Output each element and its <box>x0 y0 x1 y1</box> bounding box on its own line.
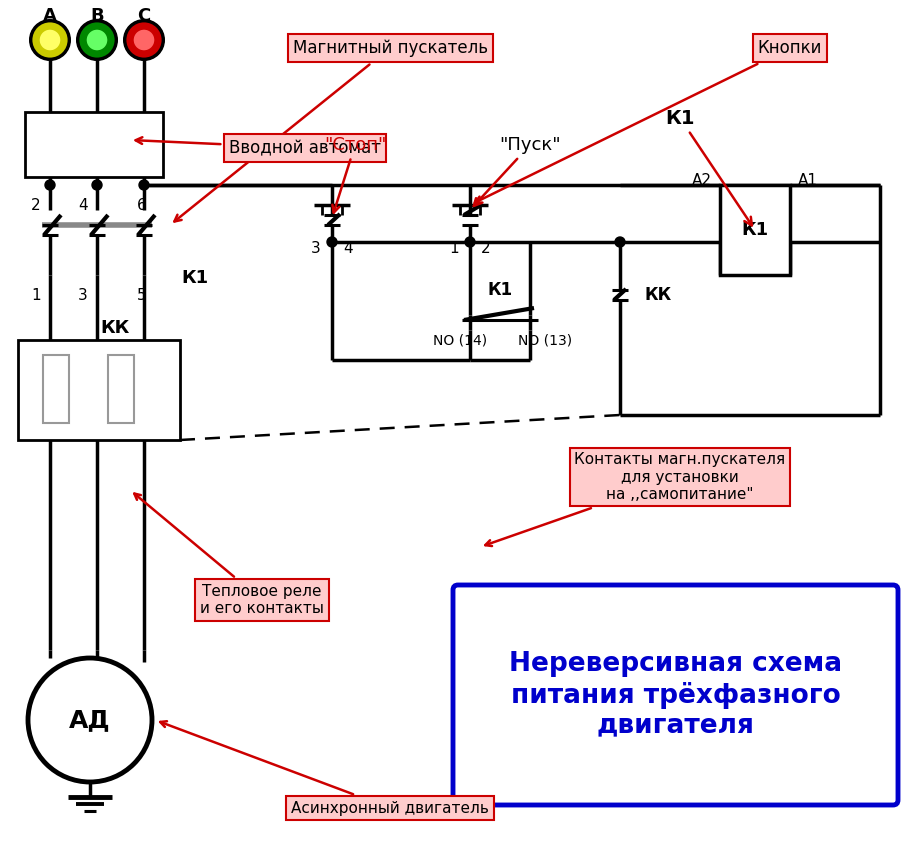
Text: C: C <box>137 7 151 25</box>
Text: А2: А2 <box>692 173 712 187</box>
Circle shape <box>615 237 625 247</box>
Text: 1: 1 <box>31 288 41 303</box>
Circle shape <box>139 180 149 190</box>
Text: Магнитный пускатель: Магнитный пускатель <box>175 39 488 221</box>
Text: А1: А1 <box>798 173 818 187</box>
Circle shape <box>28 658 152 782</box>
Text: КК: КК <box>100 319 129 337</box>
Text: 5: 5 <box>137 288 147 303</box>
Text: NO (14): NO (14) <box>433 333 487 347</box>
Text: 2: 2 <box>31 198 41 212</box>
Circle shape <box>327 237 337 247</box>
Circle shape <box>29 19 71 61</box>
Circle shape <box>465 237 475 247</box>
Circle shape <box>92 180 102 190</box>
Text: 3: 3 <box>311 240 321 256</box>
Bar <box>25 112 163 177</box>
Text: 6: 6 <box>137 198 147 212</box>
Text: "Пуск": "Пуск" <box>474 136 561 205</box>
Text: Контакты магн.пускателя
для установки
на ,,самопитание": Контакты магн.пускателя для установки на… <box>485 452 785 546</box>
Bar <box>108 355 134 423</box>
Text: Нереверсивная схема
питания трёхфазного
двигателя: Нереверсивная схема питания трёхфазного … <box>509 651 842 739</box>
Circle shape <box>39 29 61 51</box>
Circle shape <box>45 180 55 190</box>
Text: К1: К1 <box>488 281 512 299</box>
Text: Вводной автомат: Вводной автомат <box>136 137 381 157</box>
Text: 2: 2 <box>481 240 490 256</box>
Circle shape <box>76 19 118 61</box>
Circle shape <box>133 29 155 51</box>
Text: АД: АД <box>69 708 111 732</box>
Text: Асинхронный двигатель: Асинхронный двигатель <box>160 721 489 816</box>
Text: Кнопки: Кнопки <box>475 39 823 203</box>
Text: 1: 1 <box>450 240 459 256</box>
Text: B: B <box>90 7 104 25</box>
Text: 4: 4 <box>343 240 353 256</box>
Text: К1: К1 <box>742 221 769 239</box>
Circle shape <box>123 19 165 61</box>
Circle shape <box>78 21 116 59</box>
Text: К1: К1 <box>665 108 752 225</box>
Text: 4: 4 <box>78 198 87 212</box>
Text: Тепловое реле
и его контакты: Тепловое реле и его контакты <box>135 493 324 616</box>
Bar <box>43 355 69 423</box>
Circle shape <box>31 21 69 59</box>
Text: "Стоп": "Стоп" <box>324 136 386 212</box>
Text: К1: К1 <box>181 269 208 287</box>
Bar <box>18 340 180 440</box>
FancyBboxPatch shape <box>453 585 898 805</box>
Text: A: A <box>43 7 57 25</box>
Circle shape <box>86 29 108 51</box>
Text: 3: 3 <box>78 288 88 303</box>
Circle shape <box>125 21 163 59</box>
Text: NO (13): NO (13) <box>518 333 572 347</box>
Text: КК: КК <box>644 286 672 304</box>
Bar <box>720 185 790 275</box>
